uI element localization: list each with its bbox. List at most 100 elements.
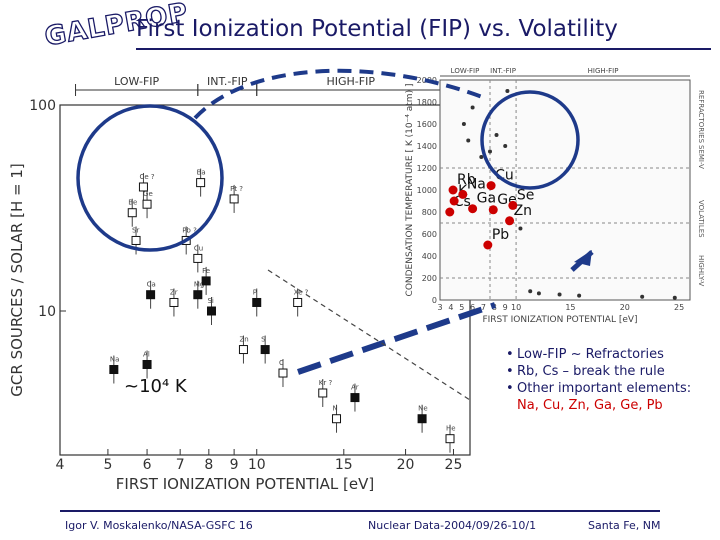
chart2-highlight-point: [505, 216, 515, 226]
low-fip-highlight-circle: [76, 104, 224, 252]
chart2-highlight-label: Se: [517, 187, 535, 203]
chart1-y-tick-label: 100: [29, 98, 56, 114]
chart2-x-tick-label: 3: [437, 303, 442, 312]
chart2-highlight-point: [488, 205, 498, 215]
chart1-point: [278, 368, 288, 378]
chart2-y-label: CONDENSATION TEMPERATURE [ K (10⁻⁴ atm) …: [405, 84, 415, 297]
chart1-point-label: Sr: [132, 226, 139, 234]
chart2-point: [488, 149, 492, 154]
footer-location: Santa Fe, NM: [588, 519, 661, 532]
chart2-x-tick-label: 25: [674, 303, 684, 312]
chart1-point: [142, 359, 152, 369]
chart1-x-tick-label: 8: [204, 457, 213, 473]
bullet-important-highlight: Na, Cu, Zn, Ga, Ge, Pb: [517, 398, 663, 413]
chart1-y-label: GCR SOURCES / SOLAR [H = 1]: [8, 163, 26, 396]
chart2-y-tick-label: 800: [422, 208, 437, 217]
chart1-point-label: S: [261, 336, 266, 344]
chart2-highlight-label: Na: [467, 176, 486, 192]
chart2-point: [536, 291, 541, 296]
chart2-y-tick-label: 1200: [417, 164, 437, 173]
chart1-point-label: He: [446, 425, 456, 433]
chart1-point-label: Ne: [418, 405, 428, 413]
chart2-side-label: VOLATILES: [697, 200, 705, 238]
footer-rule: [60, 510, 660, 512]
chart1-point-label: Al: [143, 350, 150, 358]
chart2-point: [470, 105, 475, 110]
chart2-y-tick-label: 1000: [417, 186, 437, 195]
chart1-point-label: P: [253, 288, 257, 296]
chart1-point-label: Zr: [170, 288, 178, 296]
chart2-point: [461, 122, 466, 126]
chart1-point: [445, 434, 455, 444]
chart1-band-label: HIGH-FIP: [326, 75, 375, 88]
chart1-point: [193, 290, 203, 300]
footer-conference: Nuclear Data-2004/09/26-10/1: [368, 519, 537, 532]
chart1-point-label: Cu: [194, 244, 203, 252]
chart2-side-label: SEMI-V: [697, 145, 705, 169]
chart2-band-label: INT.-FIP: [490, 67, 516, 75]
chart1-point: [332, 414, 342, 424]
chart1-point-label: C: [279, 359, 284, 367]
title-underline: [136, 48, 711, 50]
chart2-x-tick-label: 9: [503, 303, 508, 312]
chart2-y-tick-label: 600: [422, 230, 437, 239]
chart1-x-tick-label: 5: [103, 457, 112, 473]
chart1-point: [293, 297, 303, 307]
chart2-point: [494, 133, 499, 137]
chart2-frame: [439, 79, 691, 301]
chart1-point: [127, 208, 137, 218]
chart1-point: [109, 365, 119, 375]
chart1-point: [318, 388, 328, 398]
connector-arrow-shaft: [570, 250, 594, 272]
chart1-x-tick-label: 15: [335, 457, 353, 473]
chart2-x-label: FIRST IONIZATION POTENTIAL [eV]: [482, 315, 637, 325]
chart1-point: [131, 235, 141, 245]
chart2-x-tick-label: 20: [620, 303, 630, 312]
chart1-point-label: Kr ?: [319, 379, 333, 387]
chart2-highlight-point: [448, 185, 458, 195]
chart2-y-tick-label: 1800: [417, 98, 437, 107]
bullet-low-fip-text: Low-FIP ~ Refractories: [517, 347, 664, 362]
chart1-point-label: Pb ?: [182, 226, 197, 234]
chart2-band-label: HIGH-FIP: [588, 67, 619, 75]
chart1-point-label: Be: [128, 199, 137, 207]
chart1-point: [193, 253, 203, 263]
chart1-x-tick-label: 4: [56, 457, 65, 473]
slide-title: First Ionization Potential (FIP) vs. Vol…: [136, 16, 618, 42]
chart1-x-tick-label: 6: [143, 457, 152, 473]
bullet-important-text: Other important elements:: [517, 381, 692, 396]
chart1-point-label: Xe ?: [294, 288, 309, 296]
bullet-rb-cs-text: Rb, Cs – break the rule: [517, 364, 665, 379]
chart2-side-label: HIGHLY-V: [697, 255, 705, 287]
chart2-point: [557, 292, 562, 297]
chart1-point-label: Na: [110, 356, 120, 364]
chart1-x-tick-label: 9: [230, 457, 239, 473]
bullet-low-fip: Low-FIP ~ Refractories: [506, 346, 715, 363]
chart2-highlight-point: [449, 196, 459, 206]
chart2-y-tick-label: 0: [432, 296, 437, 305]
chart2-highlight-label: Rb: [457, 172, 476, 188]
chart1-point: [138, 182, 148, 192]
chart1-point-label: Ba: [197, 169, 206, 177]
chart2-y-tick-label: 1400: [417, 142, 437, 151]
chart2-highlight-point: [445, 207, 455, 217]
chart1-band-label: INT.-FIP: [207, 75, 248, 88]
chart1-band-label: LOW-FIP: [114, 75, 159, 88]
chart1-y-tick-label: 10: [38, 304, 56, 320]
chart1-point: [142, 199, 152, 209]
chart2-highlight-label: Cu: [495, 168, 514, 184]
chart2-highlight-point: [486, 181, 496, 191]
chart1-point-label: Pt ?: [230, 185, 243, 193]
chart1-point: [196, 178, 206, 188]
chart1-point: [169, 297, 179, 307]
chart1-point-label: Mg: [194, 281, 204, 289]
chart1-point: [350, 393, 360, 403]
chart2-y-tick-label: 200: [422, 274, 437, 283]
chart2-point: [505, 89, 510, 93]
chart1-point-label: Ge: [143, 190, 153, 198]
chart1-point: [252, 297, 262, 307]
chart2-x-tick-label: 15: [565, 303, 575, 312]
dashed-connector-bottom: [297, 302, 496, 375]
chart1-point-label: Ce ?: [139, 173, 154, 181]
